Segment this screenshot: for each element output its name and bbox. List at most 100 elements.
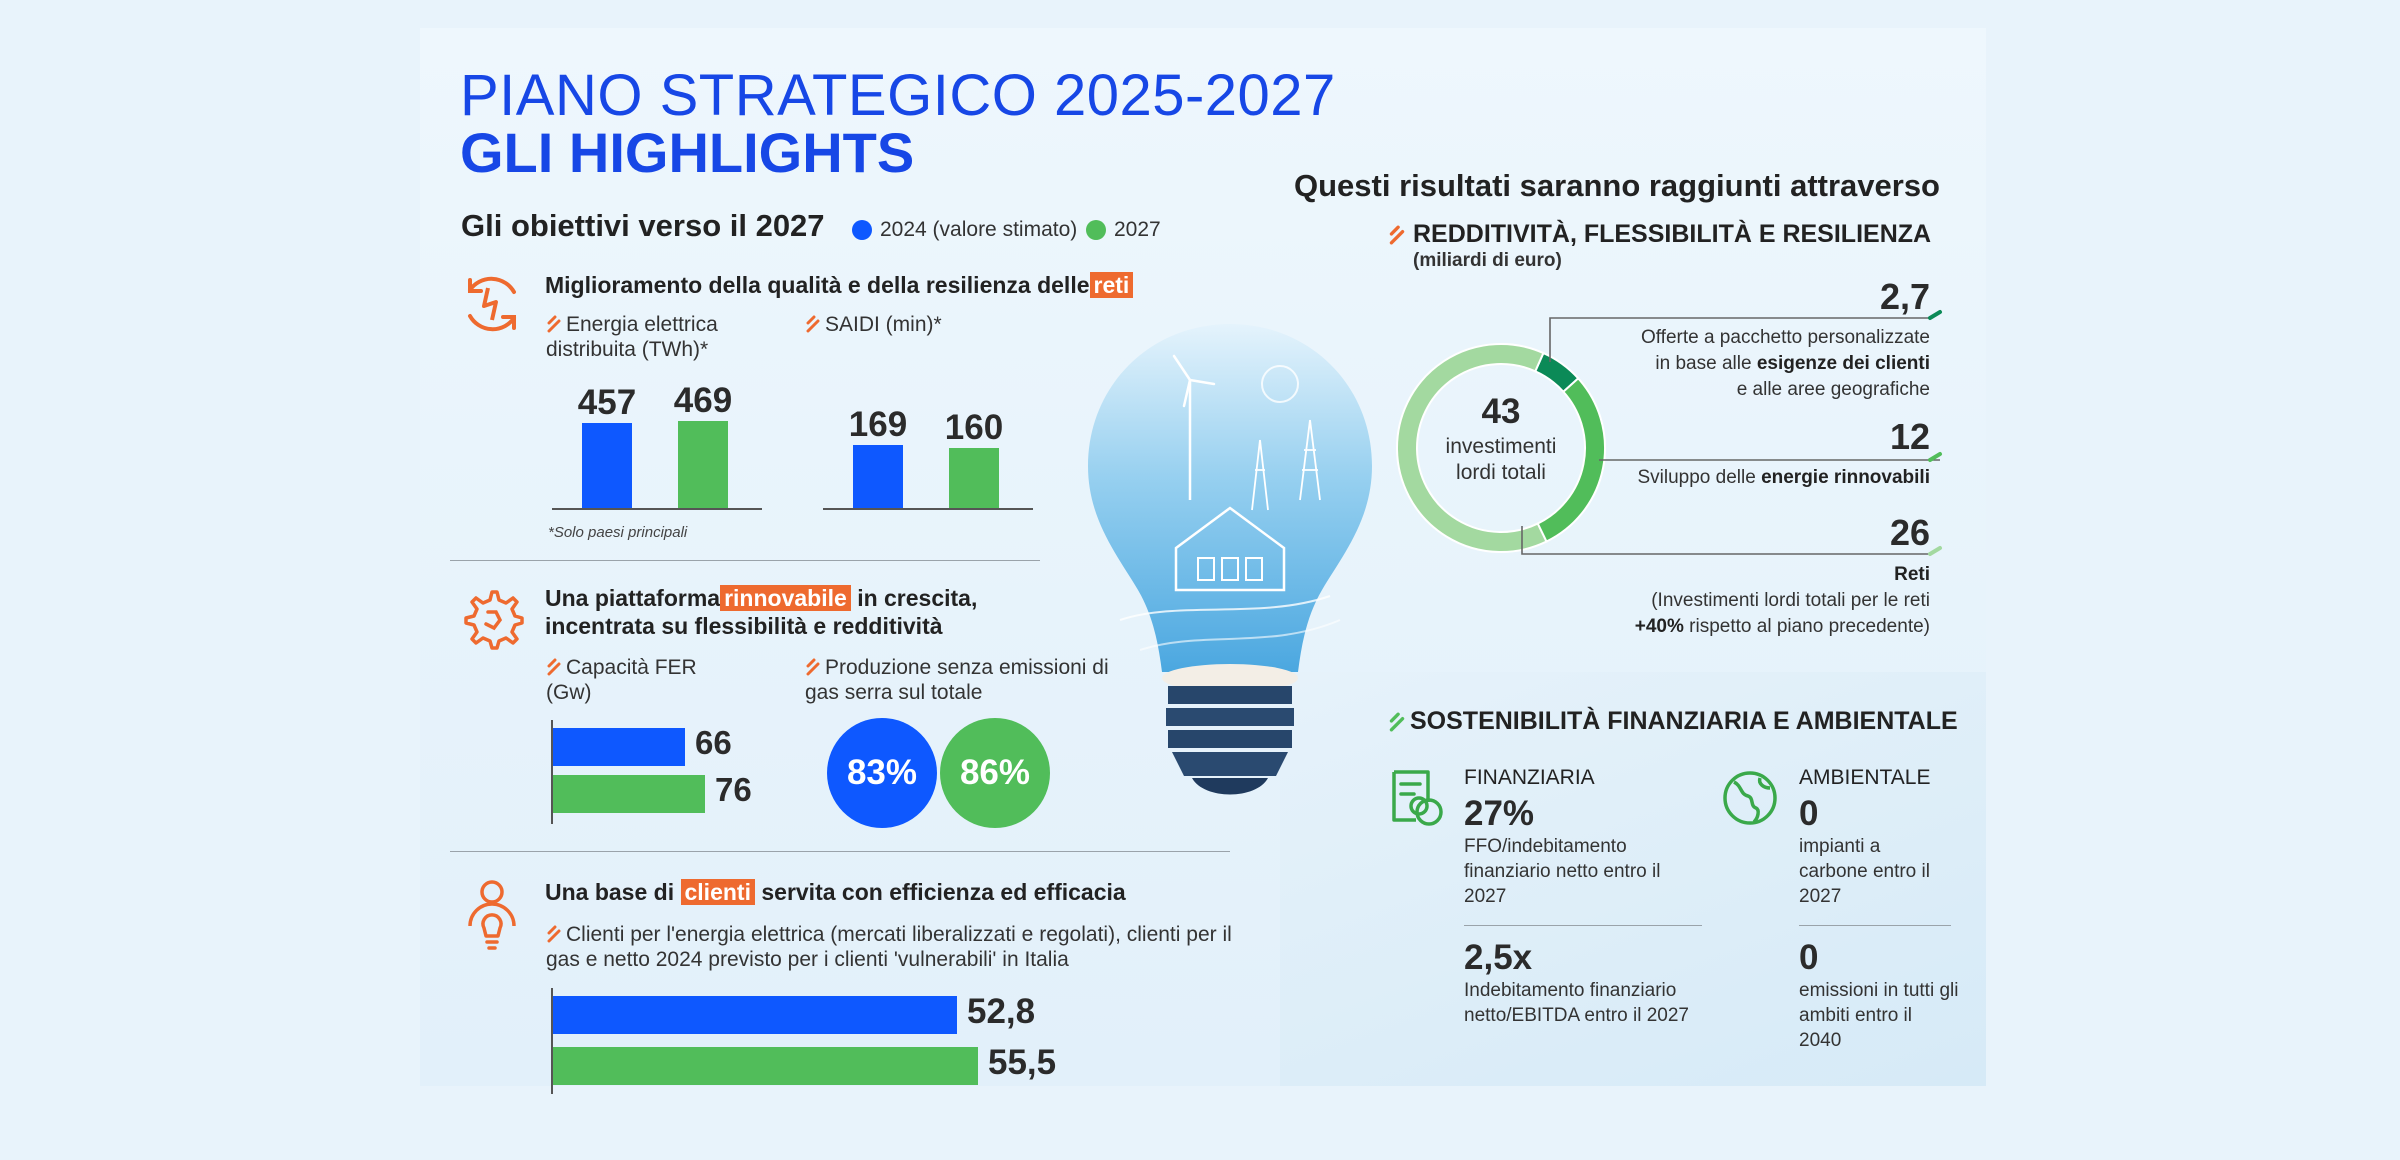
axis-baseline <box>551 988 553 1094</box>
bar-value-label: 169 <box>848 405 908 444</box>
footnote: *Solo paesi principali <box>548 524 688 541</box>
chevron-icon <box>547 658 561 676</box>
chevron-icon <box>806 658 820 676</box>
bar-2027 <box>678 421 728 508</box>
axis-baseline <box>552 508 762 510</box>
bar-value-label: 457 <box>577 383 637 422</box>
grid-refresh-icon <box>468 276 516 332</box>
chart-customers: 52,8 55,5 <box>551 988 1091 1094</box>
legend-label-2024: 2024 (valore stimato) <box>880 218 1078 241</box>
bar-value-label: 469 <box>673 381 733 420</box>
chevron-icon <box>547 925 561 943</box>
bar-2024 <box>553 728 685 766</box>
offers-line-2-text: in base alle <box>1655 353 1757 374</box>
bar-value-label: 160 <box>944 408 1004 447</box>
finance-ffo-label: FFO/indebitamento finanziario netto entr… <box>1464 836 1661 907</box>
networks-plus40: +40% <box>1634 616 1684 637</box>
sustainability-title: SOSTENIBILITÀ FINANZIARIA E AMBIENTALE <box>1410 707 1958 735</box>
chevron-icon <box>1389 712 1405 732</box>
chart-fer-capacity: 66 76 <box>551 720 781 824</box>
item-zero-emission: Produzione senza emissioni di gas serra … <box>805 655 1115 705</box>
finance-leverage-label: Indebitamento finanziario netto/EBITDA e… <box>1464 980 1689 1026</box>
finance-ffo-value: 27% <box>1464 794 1535 833</box>
section-renewables-title-post: in crescita, <box>857 585 978 611</box>
sustainability-panel <box>1280 672 1986 1086</box>
legend-swatch-green <box>1086 220 1106 240</box>
environment-coal-value: 0 <box>1799 794 1819 833</box>
axis-baseline <box>823 508 1033 510</box>
networks-line-3: +40% rispetto al piano precedente) <box>1530 614 1930 640</box>
section-renewables-title-line2: incentrata su flessibilità e redditività <box>545 613 943 639</box>
environment-emissions-label: emissioni in tutti gli ambiti entro il 2… <box>1799 980 1959 1051</box>
axis-baseline <box>551 720 553 824</box>
legend-item-2027: 2027 <box>1086 218 1161 242</box>
page-title: PIANO STRATEGICO 2025-2027 <box>460 63 1336 128</box>
donut-center-label: investimenti lordi totali <box>1393 434 1609 486</box>
offers-line-2: in base alle esigenze dei clienti <box>1530 351 1930 377</box>
divider <box>1464 925 1702 926</box>
chart-saidi: 169 160 <box>823 380 1033 510</box>
section-renewables-title: Una piattaforma rinnovabile in crescita, <box>545 585 977 612</box>
bar-value-label: 55,5 <box>988 1043 1057 1082</box>
chevron-icon <box>806 315 820 333</box>
networks-bold: Reti <box>1894 564 1930 585</box>
item-fer-capacity: Capacità FER (Gw) <box>546 655 706 705</box>
donut-center-value: 43 <box>1481 392 1521 431</box>
section-renewables-title-text: Una piattaforma <box>545 585 721 611</box>
item-customers-label: Clienti per l'energia elettrica (mercati… <box>546 923 1232 971</box>
profitability-title: REDDITIVITÀ, FLESSIBILITÀ E RESILIENZA <box>1413 220 1932 248</box>
legend-label-2027: 2027 <box>1114 218 1161 241</box>
bar-value-label: 52,8 <box>967 992 1036 1031</box>
finance-heading: FINANZIARIA <box>1464 766 1595 789</box>
highlight-clienti: clienti <box>680 879 755 905</box>
bar-2024 <box>582 423 632 508</box>
bar-value-label: 66 <box>695 724 732 761</box>
chevron-icon <box>547 315 561 333</box>
bar-2027 <box>553 775 705 813</box>
item-customers: Clienti per l'energia elettrica (mercati… <box>546 922 1246 972</box>
leader-lines <box>1521 310 1942 556</box>
legend-swatch-blue <box>852 220 872 240</box>
item-energy-label: Energia elettrica distribuita (TWh)* <box>546 313 718 361</box>
investment-label-networks: Reti (Investimenti lordi totali per le r… <box>1530 562 1930 640</box>
lightbulb-illustration <box>1088 324 1372 795</box>
environment-heading: AMBIENTALE <box>1799 766 1931 789</box>
bar-2027 <box>949 448 999 508</box>
donut-slice-3 <box>1396 343 1548 553</box>
gear-icon <box>464 590 524 650</box>
offers-line-2-bold: esigenze dei clienti <box>1756 353 1930 374</box>
item-saidi: SAIDI (min)* <box>805 312 942 337</box>
divider <box>450 851 1230 852</box>
globe-icon <box>1723 771 1777 825</box>
networks-line-3-text: rispetto al piano precedente) <box>1683 616 1930 637</box>
donut-center-label-2: lordi totali <box>1456 461 1546 484</box>
customer-bulb-icon <box>468 880 516 950</box>
investment-label-offers: Offerte a pacchetto personalizzate in ba… <box>1530 325 1930 403</box>
environment-coal-label: impianti a carbone entro il 2027 <box>1799 836 1930 907</box>
profitability-unit: (miliardi di euro) <box>1413 250 1562 271</box>
investment-value-offers: 2,7 <box>1879 276 1930 317</box>
investments-donut <box>1396 343 1606 553</box>
item-zero-emission-label: Produzione senza emissioni di gas serra … <box>805 656 1109 704</box>
bar-2027 <box>553 1047 978 1085</box>
renewables-bold: energie rinnovabili <box>1761 467 1930 488</box>
renewables-text: Sviluppo delle <box>1637 467 1762 488</box>
results-heading: Questi risultati saranno raggiunti attra… <box>1294 168 1940 203</box>
highlight-rinnovabile: rinnovabile <box>720 585 851 611</box>
percent-circle-2027: 86% <box>940 718 1050 828</box>
objectives-heading: Gli obiettivi verso il 2027 <box>461 208 825 243</box>
bar-value-label: 76 <box>715 771 752 808</box>
divider <box>450 560 1040 561</box>
section-customers-title-text: Una base di <box>545 879 675 905</box>
item-saidi-label: SAIDI (min)* <box>825 313 942 336</box>
finance-leverage-value: 2,5x <box>1464 938 1533 977</box>
percent-circle-2024: 83% <box>827 718 937 828</box>
legend-item-2024: 2024 (valore stimato) <box>852 218 1077 242</box>
section-networks-title: Miglioramento della qualità e della resi… <box>545 272 1134 299</box>
section-customers-title-post: servita con efficienza ed efficacia <box>761 879 1126 905</box>
bar-2024 <box>853 445 903 508</box>
bar-2024 <box>553 996 957 1034</box>
investment-value-networks: 26 <box>1889 512 1930 553</box>
offers-line-1: Offerte a pacchetto personalizzate <box>1640 327 1930 348</box>
environment-emissions-value: 0 <box>1799 938 1819 977</box>
